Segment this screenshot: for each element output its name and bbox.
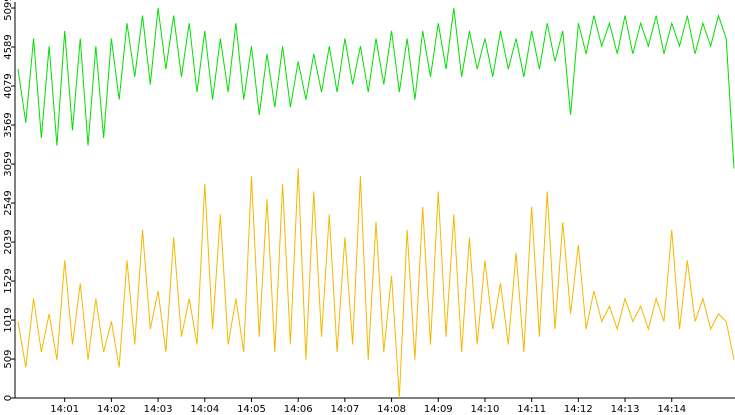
y-tick-label: 509 (3, 350, 14, 369)
x-tick-label: 14:05 (237, 404, 266, 415)
y-tick-label: 2039 (3, 229, 14, 254)
y-tick-label: 3059 (3, 151, 14, 176)
x-tick-label: 14:13 (611, 404, 640, 415)
x-tick-label: 14:12 (564, 404, 593, 415)
y-tick-label: 1019 (3, 307, 14, 332)
y-tick-label: 3569 (3, 112, 14, 137)
y-tick-label: 4589 (3, 34, 14, 59)
x-tick-label: 14:03 (144, 404, 173, 415)
y-tick-label: 2549 (3, 190, 14, 215)
x-tick-label: 14:09 (424, 404, 453, 415)
x-tick-label: 14:08 (377, 404, 406, 415)
x-tick-label: 14:01 (50, 404, 79, 415)
series-line (17, 168, 735, 399)
x-tick-label: 14:04 (190, 404, 219, 415)
series-line (17, 7, 735, 169)
y-tick-label: 1529 (3, 268, 14, 293)
y-tick-label: 0 (3, 395, 14, 401)
x-tick-label: 14:14 (657, 404, 686, 415)
x-tick-label: 14:02 (97, 404, 126, 415)
x-tick-label: 14:06 (284, 404, 313, 415)
x-tick-label: 14:11 (517, 404, 546, 415)
x-tick-label: 14:10 (471, 404, 500, 415)
y-tick-label: 4079 (3, 73, 14, 98)
x-tick-label: 14:07 (330, 404, 359, 415)
y-tick-label: 5099 (3, 0, 14, 21)
